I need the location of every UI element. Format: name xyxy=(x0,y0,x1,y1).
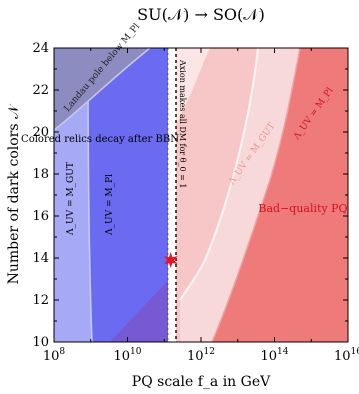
x-axis: 108 1010 1012 1014 1016 xyxy=(43,48,359,364)
region-blue-m-pl xyxy=(110,280,168,342)
region-red-m-pl xyxy=(180,48,300,342)
y-axis-label: Number of dark colors 𝒩 xyxy=(6,103,22,284)
region-red-m-gut xyxy=(176,48,258,342)
x-axis-label: PQ scale f_a in GeV xyxy=(132,374,271,390)
landau-boundary xyxy=(54,48,151,131)
label-blue-m-gut: Λ_UV = M_GUT xyxy=(66,162,76,236)
x-tick-label: 1012 xyxy=(187,347,215,364)
y-tick-label: 20 xyxy=(32,125,49,140)
y-tick-label: 14 xyxy=(32,251,49,266)
label-colored-relics: Colored relics decay after BBN xyxy=(21,134,179,145)
label-blue-m-pl: Λ_UV = M_Pl xyxy=(105,174,115,236)
blue-m-gut-boundary xyxy=(87,48,93,342)
x-tick-label: 1014 xyxy=(261,347,289,364)
y-tick-label: 18 xyxy=(32,167,49,182)
red-m-gut-boundary xyxy=(179,48,259,301)
plot-area xyxy=(54,48,348,342)
y-tick-label: 12 xyxy=(32,293,49,308)
y-axis: 10 12 14 16 18 20 22 24 xyxy=(32,41,348,350)
x-tick-label: 1016 xyxy=(334,347,359,364)
x-tick-label: 1010 xyxy=(114,347,142,364)
x-tick-label: 108 xyxy=(43,347,66,364)
label-axion-dm: Axion makes all DM for θ_0 = 1 xyxy=(178,59,187,188)
y-tick-label: 24 xyxy=(32,41,49,56)
label-bad-quality: Bad−quality PQ xyxy=(258,202,347,215)
markers xyxy=(163,252,178,269)
y-tick-label: 22 xyxy=(32,83,49,98)
star-marker xyxy=(163,252,178,269)
y-tick-label: 16 xyxy=(32,209,49,224)
y-tick-label: 10 xyxy=(32,335,49,350)
red-m-pl-boundary xyxy=(211,48,301,342)
chart-title: SU(𝒩) → SO(𝒩) xyxy=(137,5,265,24)
